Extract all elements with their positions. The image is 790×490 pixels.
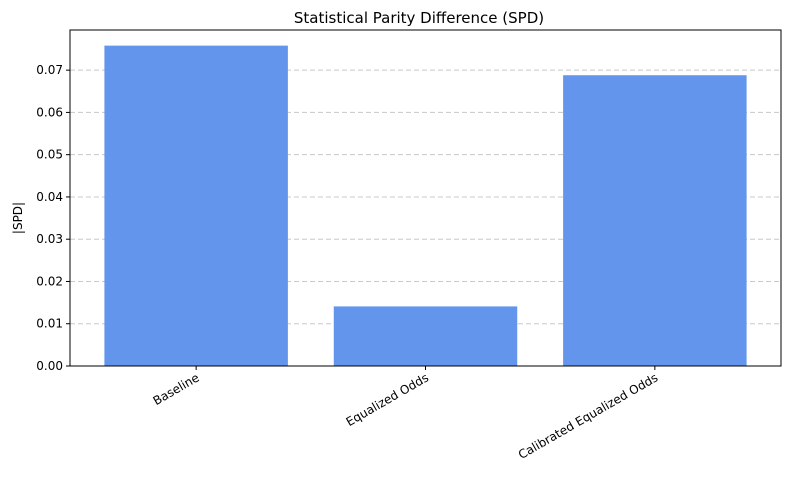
x-tick-label: Equalized Odds bbox=[344, 370, 431, 429]
y-tick-label: 0.03 bbox=[36, 232, 63, 246]
y-tick-label: 0.06 bbox=[36, 105, 63, 119]
x-tick-label: Baseline bbox=[151, 370, 202, 408]
y-tick-label: 0.07 bbox=[36, 63, 63, 77]
chart-title: Statistical Parity Difference (SPD) bbox=[294, 9, 544, 27]
y-tick-label: 0.00 bbox=[36, 359, 63, 373]
plot-frame bbox=[69, 29, 782, 367]
y-axis-label: |SPD| bbox=[11, 202, 25, 234]
x-tick-label: Calibrated Equalized Odds bbox=[516, 370, 660, 461]
y-tick-label: 0.01 bbox=[36, 317, 63, 331]
y-tick-label: 0.05 bbox=[36, 148, 63, 162]
y-tick-label: 0.04 bbox=[36, 190, 63, 204]
bars bbox=[104, 45, 747, 367]
bar-calibrated-equalized-odds bbox=[563, 75, 747, 366]
x-ticks: Baseline Equalized Odds Calibrated Equaliz… bbox=[151, 366, 660, 462]
bar-baseline bbox=[104, 45, 288, 367]
y-ticks: 0.00 0.01 0.02 0.03 0.04 0.05 0.06 0.07 bbox=[36, 63, 70, 373]
bar-equalized-odds bbox=[333, 306, 518, 366]
y-tick-label: 0.02 bbox=[36, 274, 63, 288]
